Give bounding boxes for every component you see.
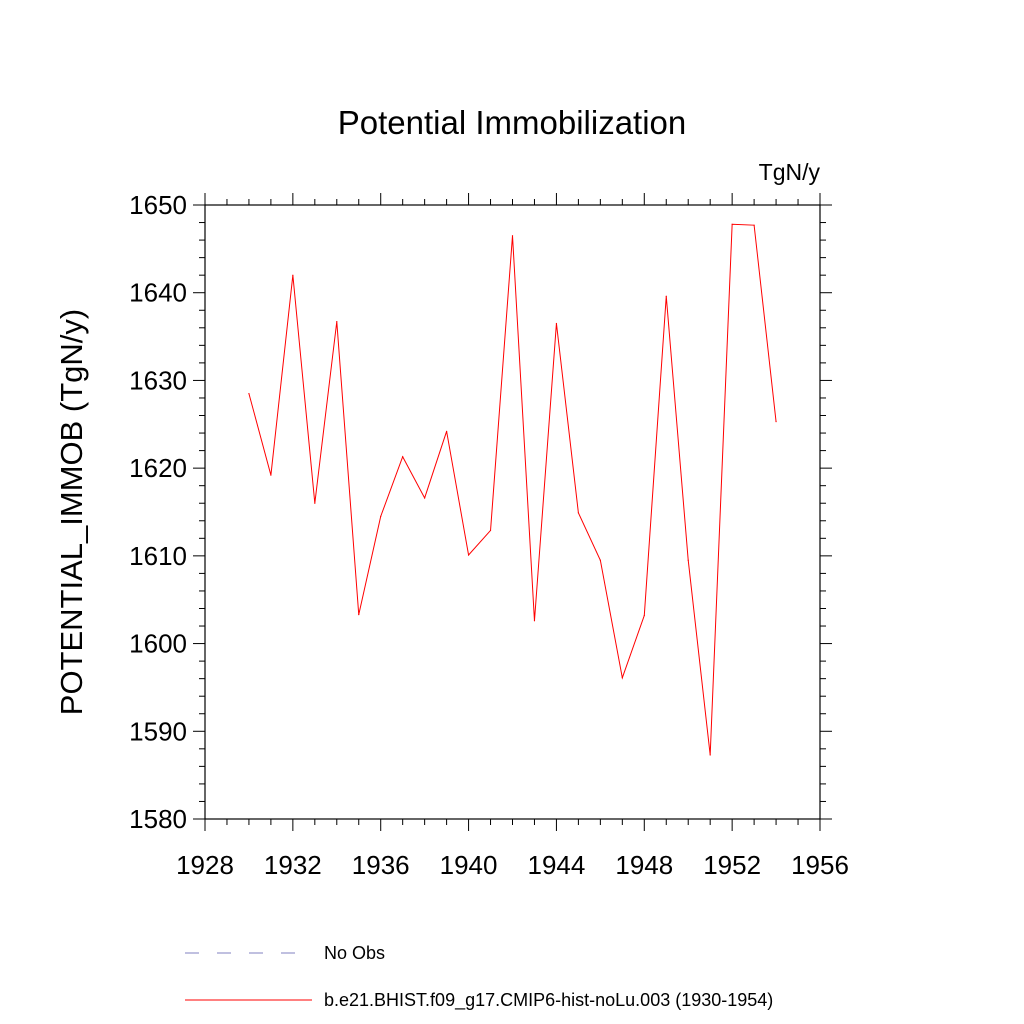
axes-ticks: [193, 193, 832, 831]
data-point: [577, 512, 579, 514]
data-point: [467, 554, 470, 556]
data-point: [358, 614, 360, 616]
y-tick-label: 1610: [129, 541, 187, 571]
data-point: [555, 322, 558, 325]
y-tick-label: 1630: [129, 365, 187, 395]
data-point: [753, 224, 755, 226]
x-tick-label: 1928: [176, 850, 234, 880]
x-tick-label: 1956: [791, 850, 849, 880]
data-point: [248, 392, 250, 395]
data-point: [775, 421, 777, 423]
units-label: TgN/y: [759, 159, 821, 185]
data-point: [665, 295, 667, 297]
legend-label: b.e21.BHIST.f09_g17.CMIP6-hist-noLu.003 …: [324, 990, 773, 1011]
data-point: [446, 430, 448, 432]
data-point: [533, 620, 536, 622]
data-point: [424, 497, 426, 499]
y-tick-label: 1640: [129, 278, 187, 308]
x-tick-label: 1944: [528, 850, 586, 880]
chart-title: Potential Immobilization: [338, 104, 687, 141]
x-tick-label: 1940: [440, 850, 498, 880]
y-tick-label: 1650: [129, 190, 187, 220]
data-point: [687, 559, 689, 561]
y-tick-label: 1590: [129, 716, 187, 746]
data-point: [336, 321, 338, 323]
y-axis-label: POTENTIAL_IMMOB (TgN/y): [54, 309, 89, 715]
legend: No Obs b.e21.BHIST.f09_g17.CMIP6-hist-noL…: [185, 943, 773, 1011]
y-tick-label: 1620: [129, 453, 187, 483]
x-tick-label: 1936: [352, 850, 410, 880]
x-tick-labels: 1928 1932 1936 1940 1944 1948 1952 1956: [176, 850, 849, 880]
data-point: [402, 456, 404, 458]
data-point: [643, 614, 645, 617]
series-group: [248, 223, 777, 756]
data-point: [511, 235, 514, 237]
data-point: [731, 223, 733, 225]
data-point: [292, 274, 294, 276]
data-point: [380, 515, 382, 517]
series-line: [248, 223, 777, 756]
y-tick-labels: 1580 1590 1600 1610 1620 1630 1640 1650: [129, 190, 187, 834]
data-point: [314, 502, 316, 504]
y-tick-label: 1580: [129, 804, 187, 834]
y-tick-label: 1600: [129, 629, 187, 659]
data-point: [599, 559, 601, 561]
data-point: [489, 529, 492, 532]
data-point: [709, 754, 711, 756]
data-point: [270, 474, 272, 476]
plot-frame: [204, 204, 821, 820]
data-point: [621, 677, 623, 679]
x-tick-label: 1952: [703, 850, 761, 880]
x-tick-label: 1932: [264, 850, 322, 880]
legend-label: No Obs: [324, 943, 385, 963]
x-tick-label: 1948: [615, 850, 673, 880]
